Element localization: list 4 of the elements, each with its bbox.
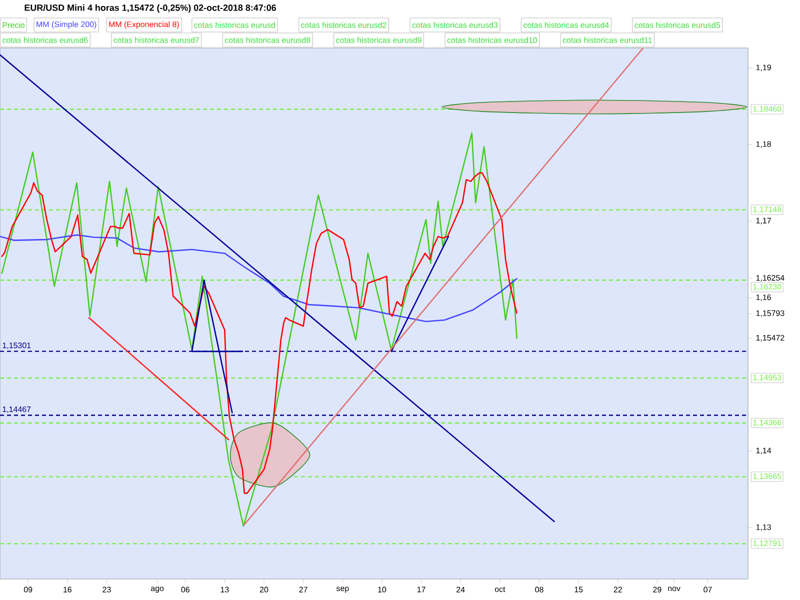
chart-title: EUR/USD Mini 4 horas 1,15472 (-0,25%) 02-oct-2018 8:47:06 xyxy=(24,4,276,13)
line-series xyxy=(1,172,518,494)
line-series xyxy=(0,234,518,322)
line-series xyxy=(1,132,518,527)
